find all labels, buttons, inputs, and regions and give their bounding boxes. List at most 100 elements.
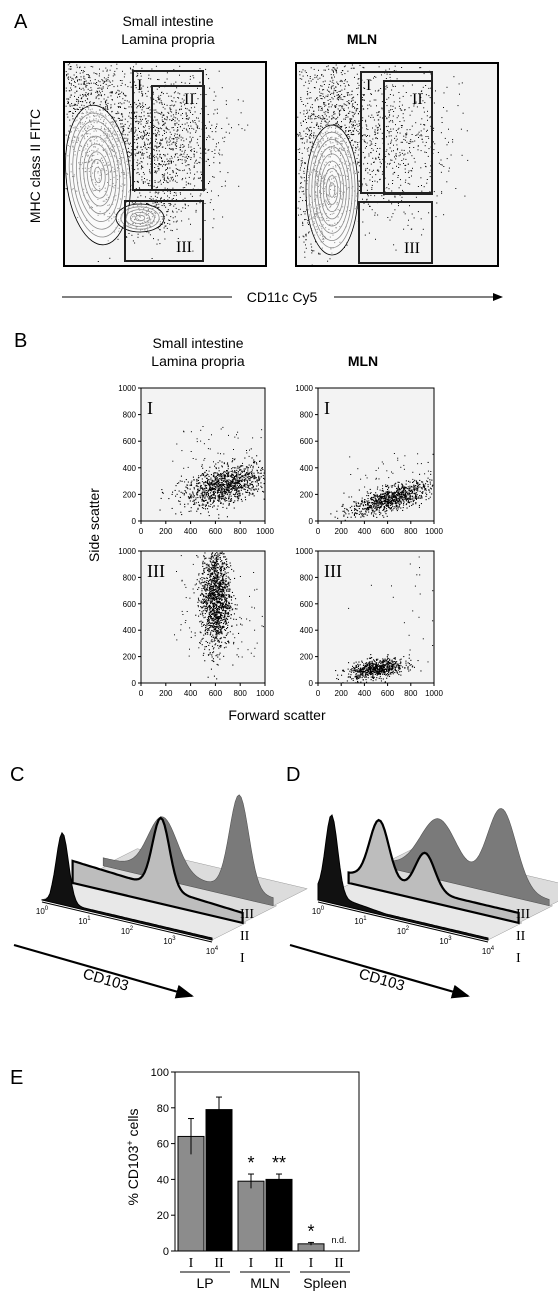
panel-b-xlabel: Forward scatter [228,707,326,723]
histogram-gate-ii [71,816,244,925]
cd103-arrow [289,943,470,999]
y-tick-label: 80 [157,1103,169,1115]
contour-plot-mln-contours [305,124,359,256]
histogram-gate-iii [317,814,489,941]
x-tick-label: 200 [159,689,173,698]
histogram-tick-label: 104 [482,946,495,956]
bar-gate-label: II [214,1256,224,1271]
y-tick-label: 400 [300,464,314,473]
histogram-gate-label: III [516,907,530,922]
x-tick-label: 400 [184,527,198,536]
panel-a-letter: A [14,11,28,33]
bar-gate-label: II [274,1256,284,1271]
x-tick-label: 800 [404,689,418,698]
panel-b-title-right: MLN [348,353,378,369]
x-tick-label: 0 [316,527,321,536]
y-tick-label: 600 [300,437,314,446]
scatter-plot-lp-gate-i: 00 200 200 400 400 600 600 800 800 1000 1000 I [118,384,274,536]
cd103-label: CD103 [357,966,407,995]
histogram-gate-i [378,808,550,907]
histogram-tick-label: 103 [439,936,452,946]
gate-iii-lp [124,200,204,262]
scatter-plot-frame [317,550,435,684]
y-tick-label: 800 [123,573,137,582]
y-tick-label: 1000 [118,547,136,556]
scatter-plot-mln-gate-i: 00 200 200 400 400 600 600 800 800 1000 1000 I [295,384,443,536]
x-tick-label: 0 [139,527,144,536]
histogram-tick-label: 101 [78,916,91,926]
x-tick-label: 1000 [425,527,443,536]
scatter-points [335,556,434,684]
bar-gate-label: I [189,1256,194,1271]
panel-b-title-left-2: Lamina propria [151,353,245,369]
panel-e-ylabel: % CD103+ cells [125,1108,141,1205]
histogram-gate-label: I [240,951,245,966]
gate-i-mln-label: I [366,77,371,94]
y-tick-label: 800 [300,411,314,420]
gate-ii-mln-label: II [412,91,423,108]
y-tick-label: 800 [300,573,314,582]
histogram-x-axis [41,901,213,943]
histogram-gate-label: III [240,907,254,922]
gate-iii-mln-label: III [404,240,420,257]
contour-plot-mln: I II III [295,62,499,267]
y-tick-label: 400 [300,626,314,635]
panel-a-title-left-1: Small intestine [122,13,213,29]
x-tick-label: 200 [335,527,349,536]
histogram-gate-label: II [240,929,250,944]
histogram-tick-label: 104 [206,946,219,956]
y-tick-label: 800 [123,411,137,420]
panel-b-ylabel: Side scatter [86,488,102,562]
x-tick-label: 800 [404,527,418,536]
histogram-gate-label: I [516,951,521,966]
significance-mark: ** [272,1153,286,1173]
y-tick-label: 20 [157,1210,169,1222]
scatter-plots: 0020020040040060060080080010001000I00200… [118,384,443,698]
scatter-plot-mln-gate-iii: 00 200 200 400 400 600 600 800 800 1000 1000 III [295,547,443,698]
x-tick-label: 600 [209,527,223,536]
gate-ii-mln [383,80,433,195]
bar-gate-label: I [249,1256,254,1271]
group-label: LP [196,1275,213,1291]
gate-i-lp-label: I [137,77,142,94]
x-tick-label: 400 [358,527,372,536]
bar-lp-ii [205,1109,233,1252]
y-tick-label: 1000 [118,384,136,393]
y-tick-label: 200 [300,490,314,499]
contour-lp-main [65,104,131,246]
gate-iii-mln [358,201,433,264]
histogram-x-axis [317,901,489,943]
x-tick-label: 400 [184,689,198,698]
panel-e-letter: E [10,1067,23,1089]
group-label: Spleen [303,1275,347,1291]
bar-lp-i [177,1135,205,1252]
scatter-gate-label: III [147,561,165,581]
x-tick-label: 400 [358,689,372,698]
x-tick-label: 600 [381,527,395,536]
not-determined-label: n.d. [331,1235,346,1245]
significance-mark: * [247,1153,254,1173]
histogram-tick-label: 102 [397,926,410,936]
y-tick-label: 100 [151,1067,169,1079]
contour-lp-lower [115,203,165,233]
panel-b-title-left-1: Small intestine [152,335,243,351]
scatter-points [330,453,434,521]
bar-gate-label: I [309,1256,314,1271]
x-tick-label: 0 [139,689,144,698]
contour-plot-lp: I II III [63,61,267,267]
x-tick-label: 600 [209,689,223,698]
y-tick-label: 600 [123,437,137,446]
x-tick-label: 200 [335,689,349,698]
histogram-tick-label: 100 [312,906,325,916]
bar-mln-ii [265,1178,293,1252]
x-tick-label: 800 [234,527,248,536]
y-tick-label: 1000 [295,547,313,556]
panel-a-ylabel: MHC class II FITC [27,109,43,223]
y-tick-label: 0 [132,679,137,688]
y-tick-label: 40 [157,1174,169,1186]
